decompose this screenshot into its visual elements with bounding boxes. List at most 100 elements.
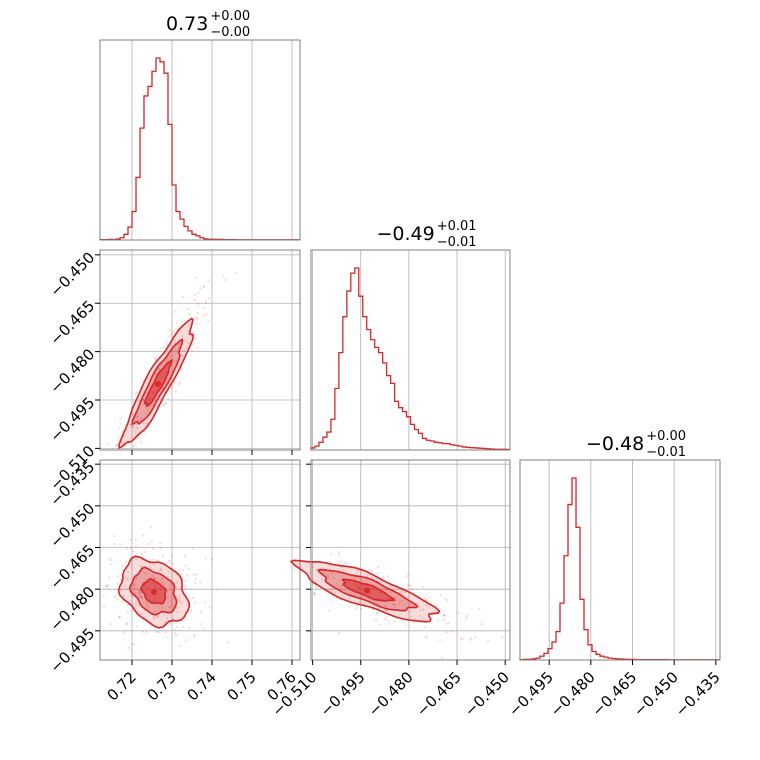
density-peak — [155, 380, 161, 387]
sample-point — [123, 631, 126, 634]
sample-point — [178, 363, 181, 366]
sample-point — [159, 547, 162, 550]
sample-point — [446, 599, 449, 602]
sample-point — [132, 643, 136, 646]
sample-point — [162, 614, 165, 617]
y-tick-label: −0.495 — [46, 624, 98, 676]
sample-point — [362, 602, 365, 605]
sample-point — [157, 368, 160, 371]
sample-point — [447, 622, 450, 625]
sample-point — [384, 617, 387, 621]
sample-point — [437, 618, 440, 621]
sample-point — [199, 581, 202, 584]
sample-point — [148, 565, 152, 569]
sample-point — [119, 543, 122, 546]
sample-point — [324, 570, 327, 573]
contour-line-level-1 — [131, 338, 184, 426]
sample-point — [207, 279, 210, 282]
sample-point — [185, 639, 188, 642]
sample-point — [345, 587, 348, 591]
sample-point — [165, 380, 168, 383]
sample-point — [125, 547, 128, 550]
sample-point — [141, 379, 144, 382]
contour-panel-1 — [95, 459, 301, 665]
sample-point — [162, 404, 165, 407]
sample-point — [181, 353, 184, 357]
sample-point — [193, 635, 196, 638]
sample-point — [330, 572, 334, 575]
sample-point — [461, 637, 464, 640]
sample-point — [205, 313, 208, 316]
sample-point — [177, 598, 180, 601]
sample-point — [204, 601, 207, 604]
sample-point — [146, 606, 149, 609]
sample-point — [202, 314, 205, 317]
sample-point — [171, 562, 174, 566]
sample-point — [176, 610, 179, 614]
sample-point — [329, 553, 333, 556]
sample-point — [184, 579, 187, 582]
sample-point — [120, 441, 123, 444]
sample-point — [153, 577, 156, 580]
sample-point — [311, 577, 314, 580]
sample-point — [157, 631, 160, 634]
sample-point — [154, 357, 158, 360]
sample-point — [376, 612, 379, 615]
sample-point — [122, 595, 125, 598]
sample-point — [210, 558, 213, 561]
sample-point — [171, 386, 174, 389]
sample-point — [134, 432, 137, 435]
sample-point — [186, 574, 189, 577]
sample-point — [119, 578, 123, 581]
sample-point — [445, 622, 448, 625]
sample-point — [384, 609, 387, 612]
sample-point — [340, 584, 343, 588]
sample-point — [194, 578, 197, 581]
sample-point — [403, 591, 407, 594]
sample-point — [196, 318, 199, 321]
sample-point — [160, 569, 163, 572]
sample-point — [116, 598, 119, 601]
sample-point — [164, 403, 167, 406]
x-tick-label: −0.435 — [672, 668, 724, 720]
sample-point — [159, 347, 162, 350]
sample-point — [137, 419, 141, 422]
sample-point — [355, 607, 358, 610]
sample-point — [197, 304, 200, 307]
sample-point — [174, 310, 177, 313]
sample-point — [338, 579, 341, 582]
sample-point — [142, 399, 145, 402]
sample-point — [170, 332, 173, 335]
sample-point — [137, 436, 140, 440]
sample-point — [162, 583, 165, 586]
sample-point — [145, 600, 148, 603]
sample-point — [165, 401, 168, 404]
sample-point — [170, 335, 173, 338]
sample-point — [326, 574, 329, 577]
sample-point — [145, 391, 148, 394]
sample-point — [153, 577, 156, 580]
sample-point — [140, 596, 143, 599]
sample-point — [387, 620, 390, 623]
sample-point — [179, 568, 182, 571]
sample-point — [170, 583, 173, 586]
sample-point — [192, 573, 195, 576]
panel-frame — [99, 249, 301, 451]
sample-point — [175, 351, 178, 354]
x-tick-label: 0.72 — [103, 668, 139, 704]
sample-point — [439, 594, 443, 597]
sample-point — [126, 576, 129, 580]
sample-point — [119, 417, 122, 420]
sample-point — [199, 610, 202, 613]
sample-point — [124, 585, 127, 588]
sample-point — [329, 598, 332, 602]
sample-point — [337, 553, 340, 557]
sample-point — [159, 542, 162, 545]
sample-point — [165, 341, 168, 344]
sample-point — [104, 584, 107, 587]
sample-point — [207, 319, 210, 322]
sample-point — [328, 567, 332, 570]
sample-point — [399, 592, 403, 595]
sample-point — [167, 397, 170, 400]
sample-point — [106, 584, 109, 587]
